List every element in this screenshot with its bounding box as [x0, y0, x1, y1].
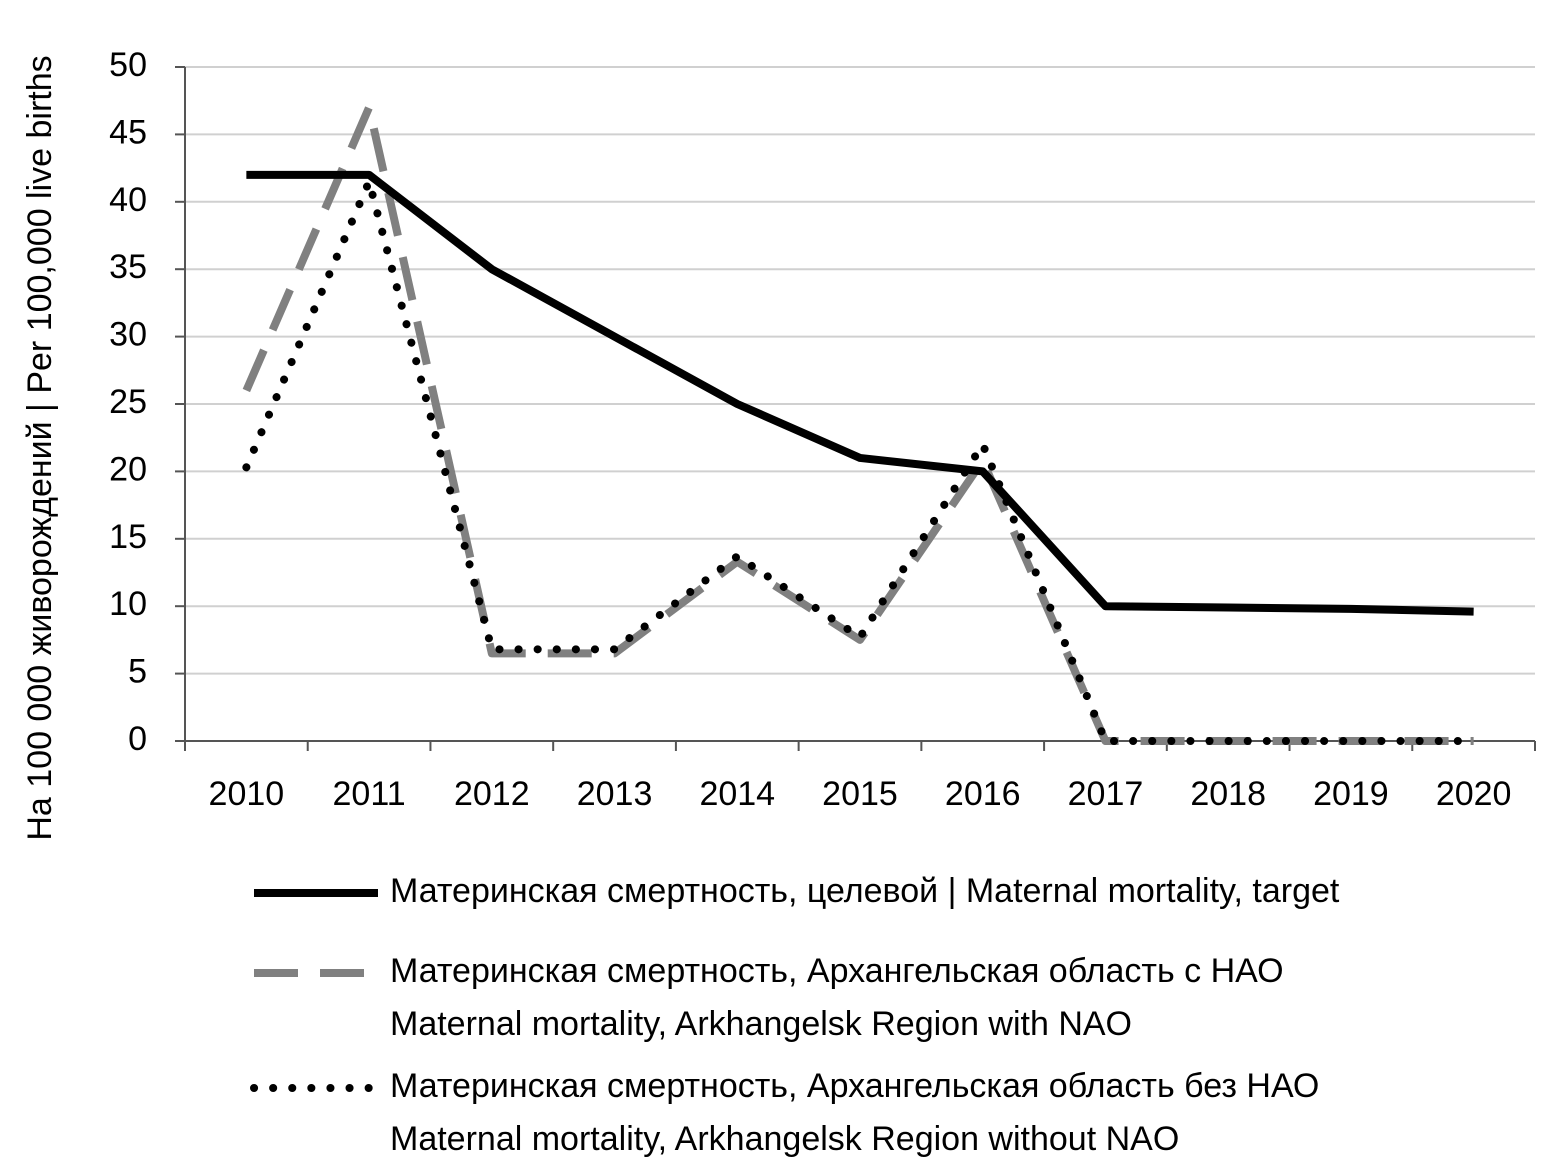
y-tick-label: 40	[109, 181, 147, 219]
y-tick-label: 20	[109, 450, 147, 488]
x-tick-label: 2015	[822, 775, 898, 813]
y-tick-label: 25	[109, 383, 147, 421]
series-line	[242, 103, 1474, 745]
y-axis-label: На 100 000 живорождений | Per 100,000 li…	[21, 55, 59, 840]
series-line	[246, 170, 1474, 616]
x-tick-label: 2018	[1190, 775, 1266, 813]
y-tick-label: 35	[109, 248, 147, 286]
y-tick-label: 15	[109, 518, 147, 556]
y-tick-label: 50	[109, 46, 147, 84]
x-tick-label: 2019	[1313, 775, 1389, 813]
y-tick-label: 5	[128, 653, 147, 691]
x-tick-label: 2020	[1436, 775, 1512, 813]
x-tick-label: 2017	[1068, 775, 1144, 813]
x-tick-label: 2010	[209, 775, 285, 813]
y-tick-label: 10	[109, 585, 147, 623]
x-tick-label: 2011	[333, 775, 406, 813]
series-line	[242, 177, 1478, 745]
x-tick-label: 2012	[454, 775, 530, 813]
y-tick-label: 30	[109, 316, 147, 354]
y-tick-label: 0	[128, 720, 147, 758]
legend-label: Материнская смертность, Архангельская об…	[390, 952, 1284, 1043]
x-tick-label: 2013	[577, 775, 653, 813]
legend-label: Материнская смертность, целевой | Matern…	[390, 872, 1340, 910]
x-tick-label: 2016	[945, 775, 1021, 813]
y-tick-label: 45	[109, 113, 147, 151]
legend-label: Материнская смертность, Архангельская об…	[390, 1067, 1319, 1158]
x-tick-label: 2014	[699, 775, 775, 813]
